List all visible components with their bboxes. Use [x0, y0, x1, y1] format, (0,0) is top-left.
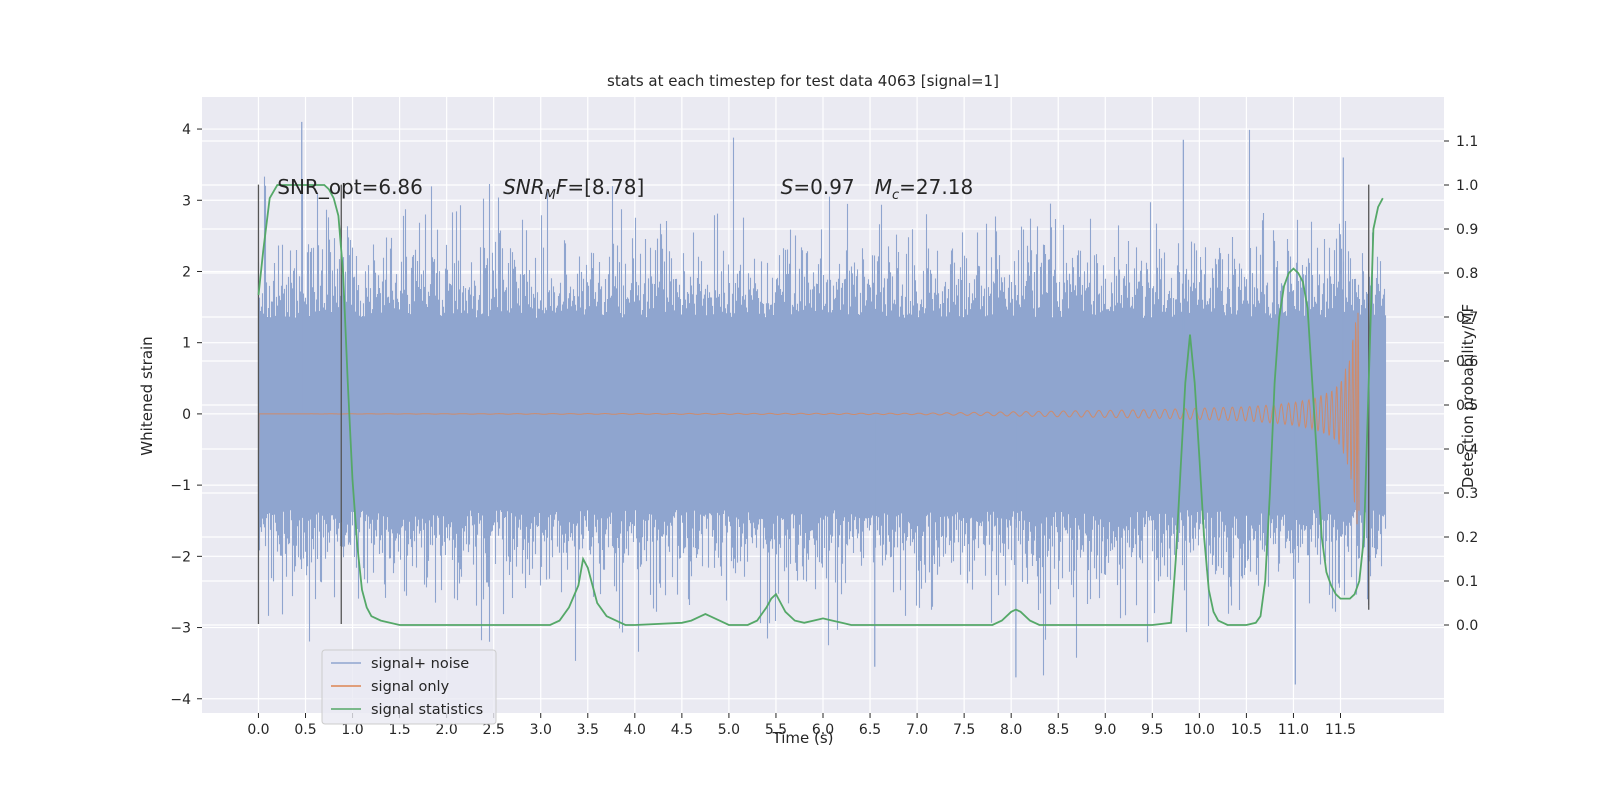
x-axis-label: Time (s) [772, 729, 834, 747]
x-tick-label: 7.0 [906, 722, 928, 738]
x-tick-label: 8.0 [1000, 722, 1022, 738]
legend: signal+ noise signal only signal statist… [321, 649, 497, 725]
x-tick-label: 6.0 [812, 722, 834, 738]
y-axis-right-ticks: 0.0 0.1 0.2 0.3 0.4 0.5 0.6 0.7 0.8 0.9 1.0 1.1 [1444, 134, 1478, 634]
x-tick-label: 0.0 [247, 722, 269, 738]
annotation-mc: Mc=27.18 [875, 175, 973, 203]
y-tick-label: −1 [170, 478, 191, 494]
x-tick-label: 10.0 [1184, 722, 1215, 738]
annotation-snr-mf: SNRMF=[8.78] [503, 175, 644, 203]
annotation-snr-opt: SNR_opt=6.86 [277, 175, 423, 199]
x-tick-label: 8.5 [1047, 722, 1069, 738]
y-tick-label: 1 [182, 336, 191, 352]
y-right-tick-label: 0.5 [1456, 398, 1478, 414]
signal-statistics-series [257, 184, 1384, 626]
x-tick-label: 3.5 [577, 722, 599, 738]
x-tick-label: 5.5 [765, 722, 787, 738]
y-right-tick-label: 0.8 [1456, 266, 1478, 282]
y-right-tick-label: 1.1 [1456, 134, 1478, 150]
x-tick-label: 2.5 [483, 722, 505, 738]
y-right-tick-label: 0.4 [1456, 442, 1478, 458]
x-tick-label: 7.5 [953, 722, 975, 738]
legend-label-signal-only: signal only [371, 679, 450, 695]
y-tick-label: 2 [182, 264, 191, 280]
legend-label-signal-statistics: signal statistics [371, 702, 483, 718]
chart-title: stats at each timestep for test data 406… [607, 72, 999, 90]
x-tick-label: 9.5 [1141, 722, 1163, 738]
y-right-tick-label: 0.1 [1456, 574, 1478, 590]
y-tick-label: −4 [170, 692, 191, 708]
x-tick-label: 4.0 [624, 722, 646, 738]
y-tick-label: 0 [182, 407, 191, 423]
x-tick-label: 10.5 [1231, 722, 1262, 738]
x-tick-label: 4.5 [671, 722, 693, 738]
y-right-tick-label: 0.6 [1456, 354, 1478, 370]
y-right-tick-label: 0.0 [1456, 618, 1478, 634]
legend-frame [321, 649, 497, 725]
x-tick-label: 6.5 [859, 722, 881, 738]
x-tick-label: 3.0 [530, 722, 552, 738]
y-axis-right-label: Detection probability/MF [1459, 304, 1477, 488]
x-tick-label: 0.5 [294, 722, 316, 738]
x-tick-label: 11.5 [1325, 722, 1356, 738]
y-tick-label: −2 [170, 549, 191, 565]
y-axis-label: Whitened strain [138, 336, 156, 455]
signal-only-series [258, 312, 1360, 525]
y-right-tick-label: 0.7 [1456, 310, 1478, 326]
x-tick-label: 1.5 [388, 722, 410, 738]
y-right-tick-label: 0.2 [1456, 530, 1478, 546]
legend-label-signal-noise: signal+ noise [371, 656, 469, 672]
y-tick-label: 4 [182, 122, 191, 138]
y-axis-ticks: −4 −3 −2 −1 0 1 2 3 4 [170, 122, 202, 708]
x-tick-label: 5.0 [718, 722, 740, 738]
x-tick-label: 2.0 [436, 722, 458, 738]
x-axis-ticks: 0.0 0.5 1.0 1.5 2.0 2.5 3.0 3.5 4.0 4.5 5.0 5.5 6.0 6… [247, 713, 1356, 738]
y-tick-label: 3 [182, 193, 191, 209]
y-tick-label: −3 [170, 621, 191, 637]
y-right-tick-label: 0.3 [1456, 486, 1478, 502]
y-right-tick-label: 0.9 [1456, 222, 1478, 238]
annotation-s: S=0.97 [781, 175, 855, 199]
y-right-tick-label: 1.0 [1456, 178, 1478, 194]
x-tick-label: 11.0 [1278, 722, 1309, 738]
x-tick-label: 9.0 [1094, 722, 1116, 738]
x-tick-label: 1.0 [341, 722, 363, 738]
